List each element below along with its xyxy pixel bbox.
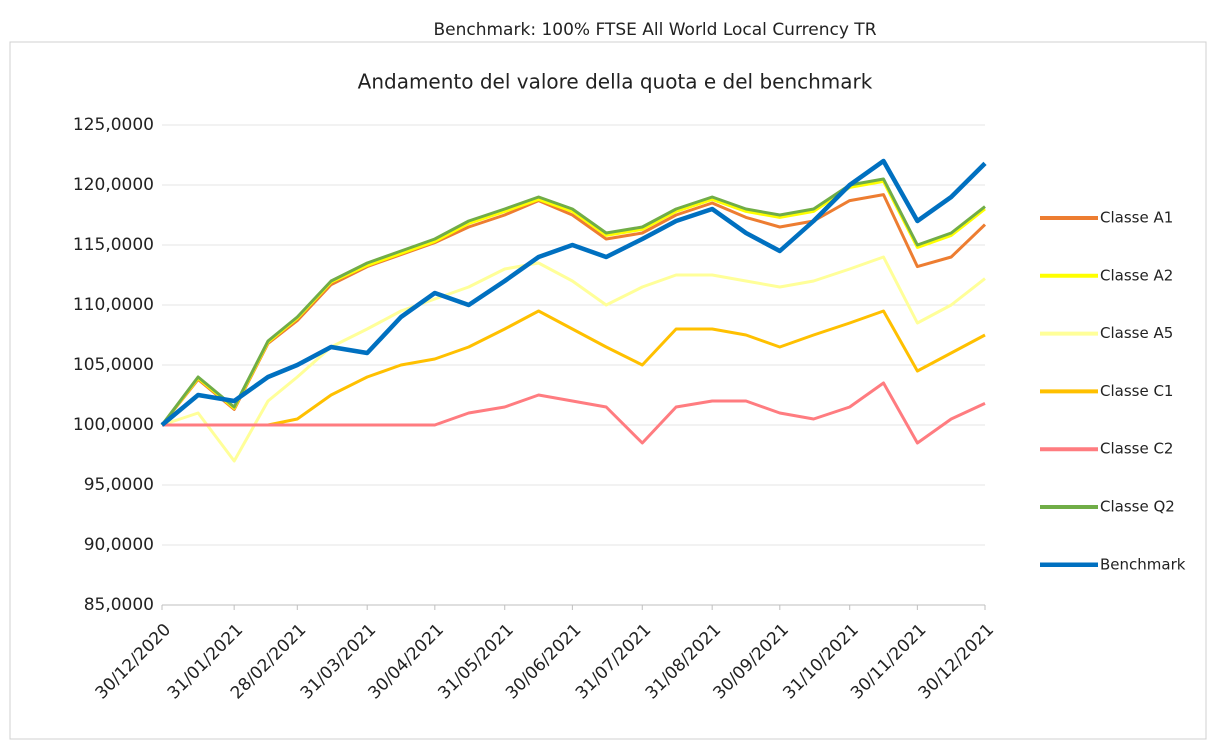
legend-label: Classe Q2 [1100, 498, 1175, 516]
chart-title: Andamento del valore della quota e del b… [358, 70, 873, 94]
chart-header: Benchmark: 100% FTSE All World Local Cur… [433, 20, 876, 40]
legend-label: Classe C1 [1100, 382, 1173, 400]
y-tick-label: 120,0000 [73, 175, 154, 195]
y-tick-label: 90,0000 [84, 535, 154, 555]
series-line [162, 309, 986, 427]
legend-label: Classe A2 [1100, 266, 1173, 284]
y-tick-label: 125,0000 [73, 115, 154, 135]
legend-label: Classe A5 [1100, 324, 1173, 342]
series-line [160, 193, 987, 426]
series-line [161, 255, 986, 463]
y-tick-label: 110,0000 [73, 295, 154, 315]
legend-label: Classe A1 [1100, 209, 1173, 227]
series-line [162, 381, 986, 445]
legend-label: Classe C2 [1100, 440, 1173, 458]
y-tick-label: 85,0000 [84, 595, 154, 615]
series-line [160, 158, 987, 427]
y-tick-label: 115,0000 [73, 235, 154, 255]
y-tick-label: 105,0000 [73, 355, 154, 375]
y-tick-label: 100,0000 [73, 415, 154, 435]
y-tick-label: 95,0000 [84, 475, 154, 495]
legend-label: Benchmark [1100, 555, 1186, 573]
